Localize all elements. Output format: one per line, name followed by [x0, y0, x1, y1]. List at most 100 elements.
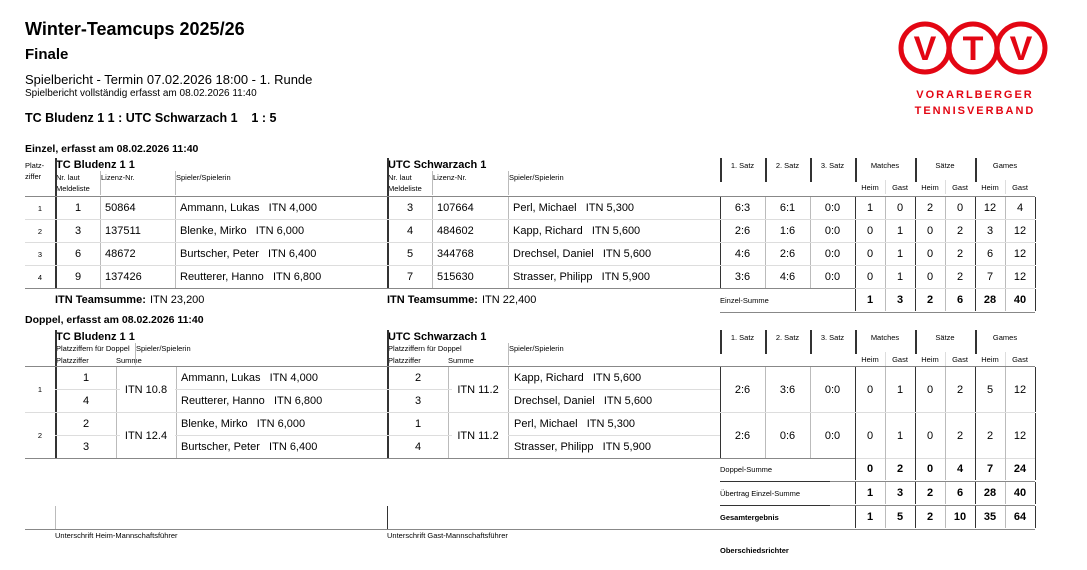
einzel-sum-label: Einzel-Summe — [720, 295, 769, 305]
divider — [945, 289, 946, 311]
divider — [25, 265, 1035, 266]
guest-team-sum: ITN 22,400 — [482, 294, 537, 306]
einzel-s2: 6:1 — [779, 202, 796, 214]
col-pz-doppel: Platzziffern für Doppel — [388, 343, 462, 353]
divider — [175, 435, 387, 436]
divider — [945, 482, 946, 504]
doppel-s2: 3:6 — [779, 383, 796, 396]
divider — [508, 243, 509, 265]
einzel-gg: 12 — [1013, 248, 1027, 260]
doppel-sum-value: 7 — [986, 463, 994, 475]
divider — [945, 413, 946, 458]
divider — [915, 458, 916, 480]
einzel-carry-value: 3 — [896, 487, 904, 499]
divider — [720, 220, 721, 242]
divider — [855, 197, 856, 219]
col-spieler: Spieler/Spielerin — [509, 343, 564, 353]
divider — [508, 171, 509, 195]
divider — [855, 458, 856, 480]
einzel-mg: 1 — [896, 225, 904, 237]
home-license: 48672 — [105, 248, 136, 260]
divider — [885, 352, 886, 366]
einzel-mh: 0 — [866, 271, 874, 283]
col-satz1: 1. Satz — [730, 160, 755, 170]
divider — [945, 352, 946, 366]
einzel-sum-value: 3 — [896, 294, 904, 306]
einzel-carry-value: 28 — [983, 487, 997, 499]
guest-pz: 2 — [414, 372, 422, 384]
doppel-s3: 0:0 — [824, 429, 841, 442]
match-result: TC Bludenz 1 1 : UTC Schwarzach 1 1 : 5 — [25, 111, 277, 125]
doppel-sum-value: 24 — [1013, 463, 1027, 475]
einzel-gh: 7 — [986, 271, 994, 283]
guest-team-sum-label: ITN Teamsumme: — [387, 294, 478, 306]
divider — [975, 458, 976, 480]
home-player: Burtscher, Peter ITN 6,400 — [180, 248, 317, 260]
divider — [720, 243, 721, 265]
guest-pz: 1 — [414, 418, 422, 430]
guest-itn-sum: ITN 11.2 — [457, 383, 499, 396]
divider — [945, 197, 946, 219]
einzel-gg: 4 — [1016, 202, 1024, 214]
row-platzziffer: 2 — [37, 226, 43, 236]
row-platzziffer: 1 — [37, 385, 43, 394]
einzel-carry-value: 2 — [926, 487, 934, 499]
home-nr: 1 — [74, 202, 82, 214]
divider — [855, 482, 856, 504]
report-info: Spielbericht - Termin 07.02.2026 18:00 -… — [25, 72, 313, 87]
einzel-gh: 3 — [986, 225, 994, 237]
col-spieler: Spieler/Spielerin — [176, 172, 231, 182]
col-nr: Meldeliste — [388, 183, 422, 193]
divider — [915, 158, 917, 182]
divider — [387, 389, 452, 390]
divider — [25, 196, 1035, 197]
divider — [810, 266, 811, 288]
doppel-heading: Doppel, erfasst am 08.02.2026 11:40 — [25, 314, 204, 326]
divider — [1005, 482, 1006, 504]
total-result-value: 35 — [983, 511, 997, 523]
einzel-gg: 12 — [1013, 271, 1027, 283]
col-platzziffer: Platz- — [25, 160, 45, 170]
divider — [100, 171, 101, 195]
divider — [175, 197, 176, 219]
col-gast: Gast — [892, 354, 908, 364]
divider — [1035, 367, 1036, 412]
divider — [55, 506, 56, 529]
einzel-gh: 6 — [986, 248, 994, 260]
divider — [975, 482, 976, 504]
svg-text:VORARLBERGER: VORARLBERGER — [916, 89, 1034, 101]
doppel-s2: 0:6 — [779, 429, 796, 442]
divider — [1035, 458, 1036, 480]
col-games: Games — [992, 160, 1018, 170]
divider — [975, 367, 976, 412]
divider — [25, 219, 1035, 220]
divider — [975, 506, 976, 528]
total-result-value: 10 — [953, 511, 967, 523]
home-itn-sum: ITN 12.4 — [124, 429, 168, 442]
divider — [810, 158, 812, 182]
divider — [432, 171, 433, 195]
divider — [1005, 458, 1006, 480]
home-itn-sum: ITN 10.8 — [124, 383, 168, 396]
divider — [855, 158, 857, 182]
doppel-sum-value: 4 — [956, 463, 964, 475]
home-license: 137511 — [105, 225, 141, 237]
divider — [945, 220, 946, 242]
total-result-value: 5 — [896, 511, 904, 523]
einzel-mh: 0 — [866, 225, 874, 237]
einzel-mh: 0 — [866, 248, 874, 260]
divider — [915, 289, 916, 311]
divider — [508, 389, 720, 390]
home-team-name: TC Bludenz 1 1 — [56, 159, 135, 171]
einzel-carry-label: Übertrag Einzel-Summe — [720, 488, 801, 498]
svg-text:V: V — [1010, 30, 1033, 68]
col-satz2: 2. Satz — [775, 332, 800, 342]
doppel-s3: 0:0 — [824, 383, 841, 396]
einzel-heading: Einzel, erfasst am 08.02.2026 11:40 — [25, 143, 199, 155]
einzel-sum-value: 40 — [1013, 294, 1027, 306]
doppel-sg: 2 — [956, 429, 964, 442]
divider — [975, 197, 976, 219]
divider — [175, 266, 176, 288]
guest-license: 484602 — [437, 225, 474, 237]
